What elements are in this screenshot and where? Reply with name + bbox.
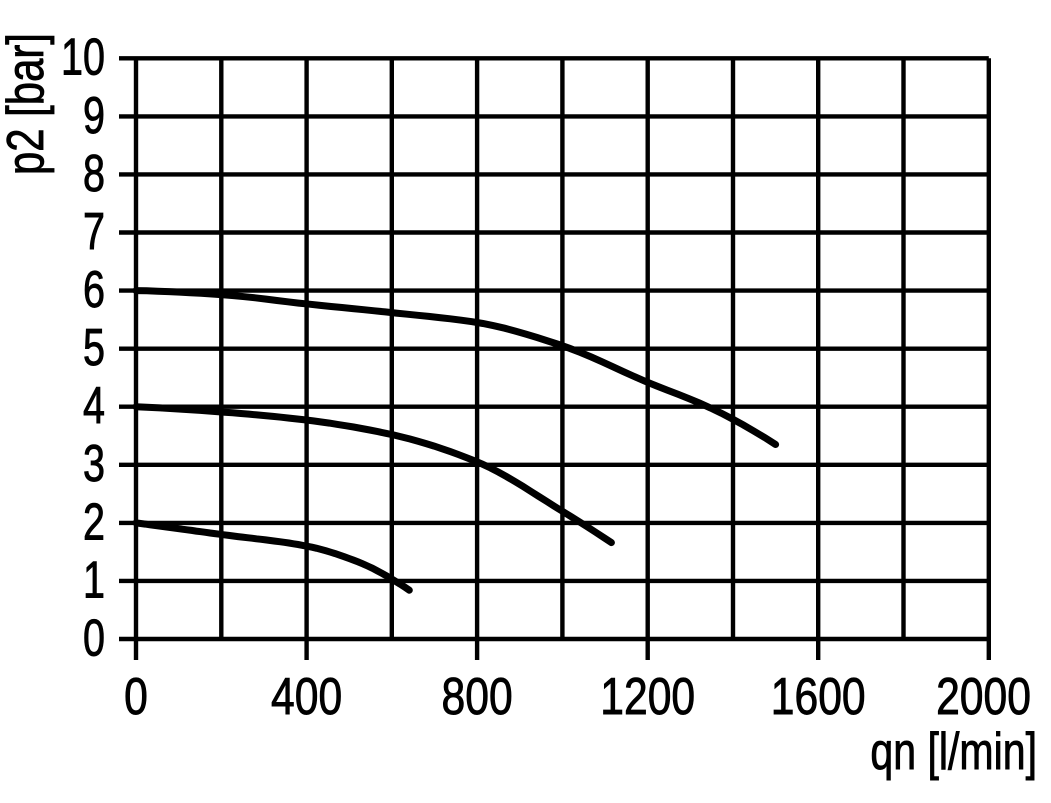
svg-text:3: 3 (83, 434, 105, 493)
svg-text:400: 400 (271, 668, 342, 726)
svg-text:800: 800 (442, 668, 513, 726)
svg-text:8: 8 (83, 144, 105, 203)
svg-text:5: 5 (83, 318, 105, 377)
svg-text:2: 2 (83, 492, 105, 551)
svg-text:6: 6 (83, 260, 105, 319)
svg-text:0: 0 (83, 608, 105, 667)
svg-text:10: 10 (61, 27, 105, 86)
svg-text:1200: 1200 (600, 668, 695, 726)
svg-text:1600: 1600 (771, 668, 866, 726)
svg-text:9: 9 (83, 86, 105, 145)
svg-text:1: 1 (83, 550, 105, 609)
svg-text:2000: 2000 (936, 668, 1031, 726)
svg-text:p2 [bar]: p2 [bar] (0, 33, 55, 175)
svg-text:7: 7 (83, 202, 105, 261)
svg-text:0: 0 (124, 668, 148, 726)
svg-text:qn [l/min]: qn [l/min] (870, 722, 1037, 780)
svg-text:4: 4 (83, 376, 105, 435)
